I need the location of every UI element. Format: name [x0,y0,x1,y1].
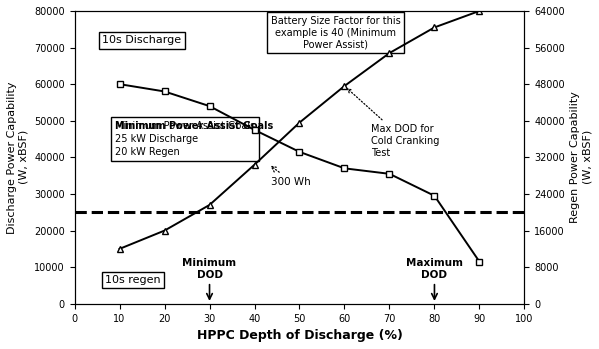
Text: 300 Wh: 300 Wh [271,178,310,187]
Text: Maximum
DOD: Maximum DOD [406,258,463,280]
Text: Max DOD for
Cold Cranking
Test: Max DOD for Cold Cranking Test [347,89,440,158]
X-axis label: HPPC Depth of Discharge (%): HPPC Depth of Discharge (%) [196,329,403,342]
Y-axis label: Discharge Power Capability
(W, xBSF): Discharge Power Capability (W, xBSF) [7,81,29,233]
Text: 10s Discharge: 10s Discharge [102,35,181,45]
Y-axis label: Regen Power Capability
(W, xBSF): Regen Power Capability (W, xBSF) [570,91,592,223]
Text: Minimum
DOD: Minimum DOD [183,258,237,280]
Text: 10s regen: 10s regen [105,275,161,285]
Text: Minimum Power Assist Goals
25 kW Discharge
20 kW Regen: Minimum Power Assist Goals 25 kW Dischar… [115,121,255,157]
Text: Battery Size Factor for this
example is 40 (Minimum
Power Assist): Battery Size Factor for this example is … [271,16,400,50]
Text: Minimum Power Assist Goals: Minimum Power Assist Goals [115,121,273,131]
